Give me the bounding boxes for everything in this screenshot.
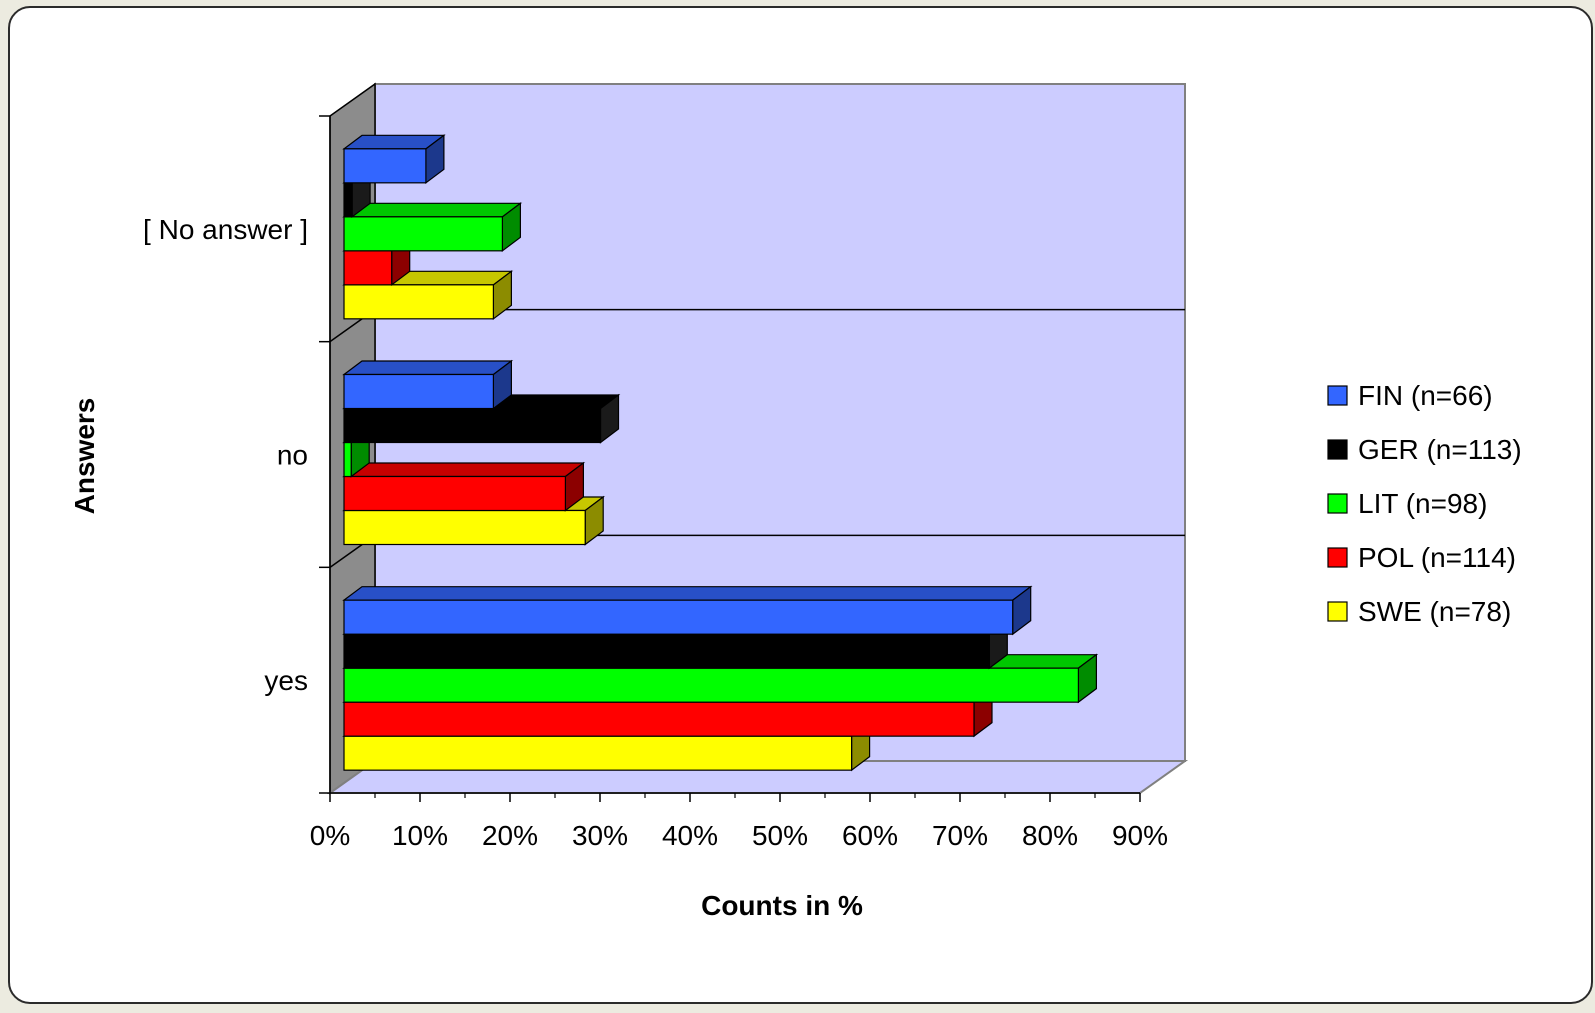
- x-tick-label: 80%: [1022, 820, 1078, 851]
- bar-chart: 0% 10% 20% 30% 40% 50% 60% 70% 80% 90% [ No answer…: [69, 82, 1522, 921]
- bar-fin-n-66-no: [343, 373, 494, 410]
- legend-label-swe-n-78: SWE (n=78): [1358, 596, 1511, 627]
- bar-pol-n-114-no-top: [342, 462, 586, 478]
- chart-axes: 0% 10% 20% 30% 40% 50% 60% 70% 80% 90% [ No answer…: [143, 115, 1168, 851]
- bar-fin-n-66-no-top: [342, 360, 514, 376]
- chart-frame: 0% 10% 20% 30% 40% 50% 60% 70% 80% 90% [ No answer…: [8, 6, 1593, 1004]
- bar-fin-n-66-yes-top: [342, 586, 1033, 601]
- x-tick-label: 40%: [662, 820, 718, 851]
- legend-swatch-lit-n-98: [1327, 493, 1348, 514]
- legend-swatch-swe-n-78: [1327, 601, 1348, 622]
- legend-swatch-pol-n-114: [1327, 547, 1348, 568]
- bar-fin-n-66-yes: [343, 599, 1014, 635]
- x-tick-label: 70%: [932, 820, 988, 851]
- y-tick-label: yes: [264, 665, 308, 696]
- bar-fin-n-66-no-answer: [343, 148, 427, 184]
- x-tick-label: 20%: [482, 820, 538, 851]
- y-axis-title: Answers: [69, 398, 100, 515]
- bar-ger-n-113-no: [343, 407, 602, 444]
- bar-pol-n-114-yes: [343, 701, 975, 737]
- legend: FIN (n=66) GER (n=113) LIT (n=98) POL (n=11…: [1327, 380, 1522, 627]
- bar-pol-n-114-no-answer: [343, 250, 393, 286]
- x-tick-label: 0%: [310, 820, 350, 851]
- legend-swatch-ger-n-113: [1327, 439, 1348, 460]
- y-tick-label: no: [277, 440, 308, 471]
- legend-swatch-fin-n-66: [1327, 385, 1348, 406]
- x-tick-label: 10%: [392, 820, 448, 851]
- legend-label-pol-n-114: POL (n=114): [1358, 542, 1516, 573]
- x-axis-title: Counts in %: [701, 890, 863, 921]
- x-tick-label: 90%: [1112, 820, 1168, 851]
- x-tick-label: 50%: [752, 820, 808, 851]
- legend-label-fin-n-66: FIN (n=66): [1358, 380, 1493, 411]
- bar-lit-n-98-no: [343, 441, 352, 478]
- x-tick-label: 60%: [842, 820, 898, 851]
- bar-pol-n-114-no: [343, 475, 566, 512]
- bar-swe-n-78-no-answer: [343, 284, 494, 320]
- bar-swe-n-78-yes: [343, 735, 853, 771]
- legend-label-lit-n-98: LIT (n=98): [1358, 488, 1487, 519]
- y-tick-label: [ No answer ]: [143, 214, 308, 245]
- bar-lit-n-98-no-answer-top: [342, 202, 523, 218]
- bar-lit-n-98-no-answer: [343, 216, 503, 252]
- bar-swe-n-78-no: [343, 509, 586, 546]
- bar-lit-n-98-yes: [343, 667, 1080, 703]
- x-tick-label: 30%: [572, 820, 628, 851]
- bar-ger-n-113-yes: [343, 633, 990, 669]
- chart-bars: [342, 134, 1099, 772]
- bar-ger-n-113-no-answer: [343, 182, 353, 218]
- legend-label-ger-n-113: GER (n=113): [1358, 434, 1522, 465]
